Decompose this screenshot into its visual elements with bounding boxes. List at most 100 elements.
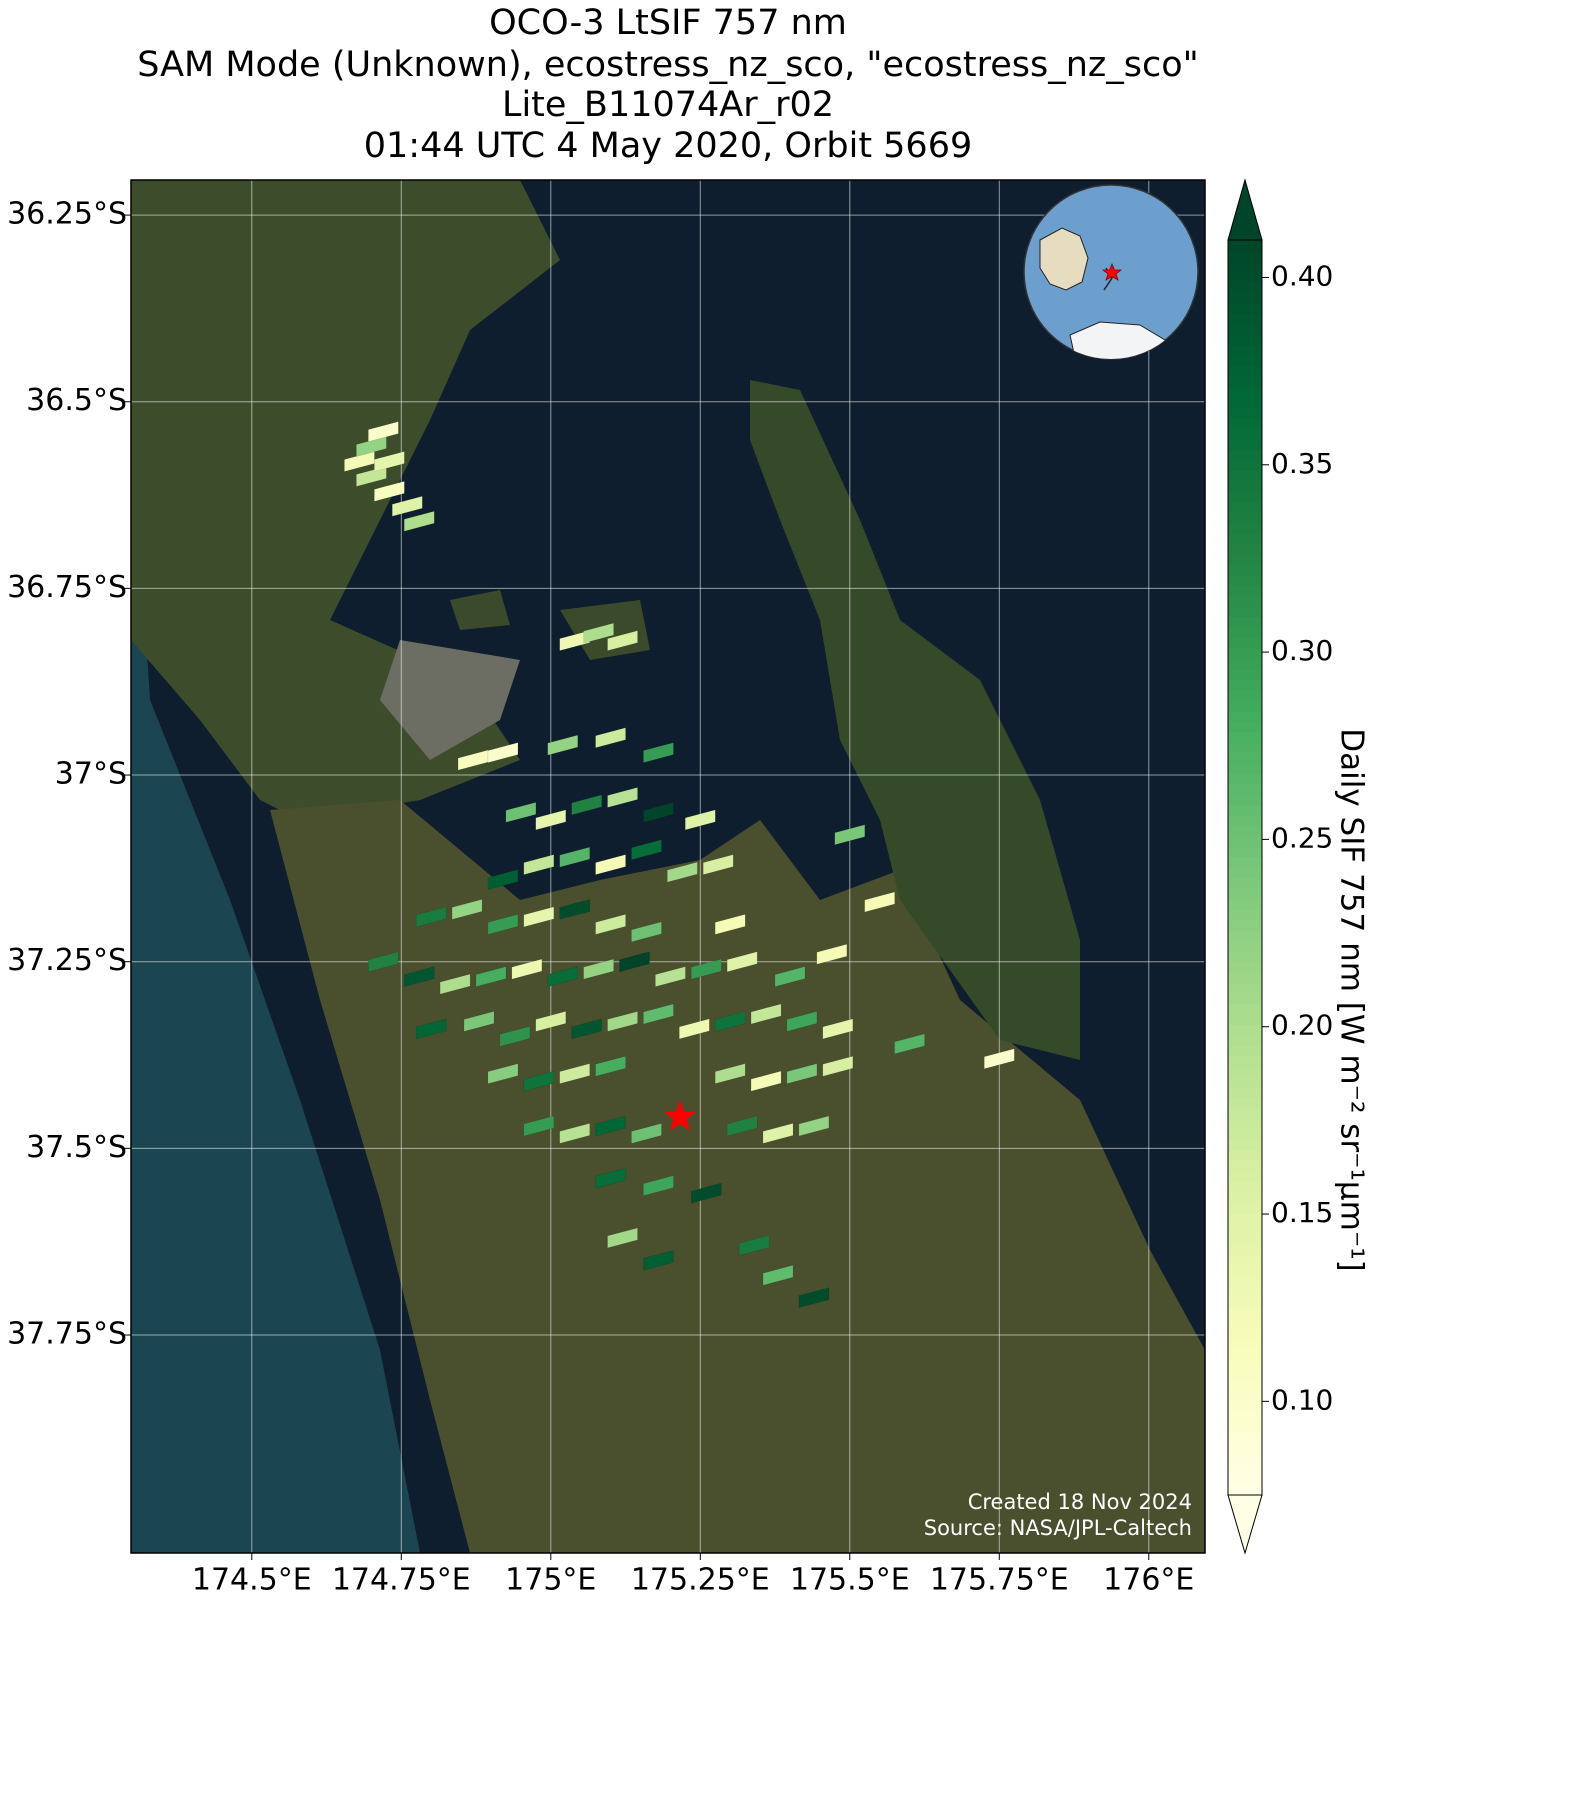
colorbar-band — [1228, 1181, 1262, 1193]
y-tick-label: 37.75°S — [7, 1316, 127, 1351]
sounding-cell — [798, 1115, 830, 1137]
y-tick-label: 36.75°S — [7, 570, 127, 605]
sounding-cell — [559, 1063, 590, 1085]
colorbar-band — [1228, 1212, 1262, 1224]
sounding-cell — [547, 734, 579, 756]
sounding-cell — [415, 906, 447, 928]
sounding-cell — [631, 921, 662, 943]
sounding-cell — [451, 899, 483, 920]
colorbar-band — [1228, 825, 1262, 837]
sounding-cell — [595, 914, 626, 935]
sounding-cell — [571, 794, 602, 816]
sounding-cell — [774, 966, 806, 987]
colorbar-band — [1228, 700, 1262, 712]
sounding-cell — [511, 958, 543, 980]
colorbar-band — [1228, 742, 1262, 754]
sounding-cell — [643, 742, 674, 763]
colorbar-tick-label: 0.35 — [1271, 447, 1333, 480]
sounding-cell — [607, 1011, 638, 1032]
colorbar-band — [1228, 292, 1262, 304]
colorbar-band — [1228, 313, 1262, 325]
colorbar-band — [1228, 1045, 1262, 1057]
urban-area — [380, 640, 520, 760]
sounding-cell — [631, 1123, 662, 1144]
colorbar-band — [1228, 1087, 1262, 1099]
sounding-cell — [571, 1018, 602, 1040]
colorbar-band — [1228, 1034, 1262, 1046]
sounding-cell — [714, 1063, 746, 1085]
x-tick-label: 174.5°E — [192, 1563, 312, 1598]
colorbar-band — [1228, 888, 1262, 900]
colorbar-band — [1228, 1348, 1262, 1360]
map-frame — [130, 179, 1206, 1554]
australia — [1039, 227, 1089, 291]
sounding-cell — [864, 891, 895, 913]
colorbar-band — [1228, 721, 1262, 733]
sounding-cell — [487, 869, 519, 890]
grid — [131, 180, 1205, 1553]
colorbar-band — [1228, 511, 1262, 523]
colorbar-band — [1228, 355, 1262, 367]
colorbar-band — [1228, 637, 1262, 649]
title: SAM Mode (Unknown), ecostress_nz_sco, "e… — [137, 45, 1199, 85]
sounding-cell — [631, 839, 662, 861]
colorbar-band — [1228, 857, 1262, 869]
colorbar-band — [1228, 773, 1262, 785]
colorbar-band — [1228, 386, 1262, 398]
colorbar-band — [1228, 595, 1262, 607]
sounding-cell — [762, 1123, 794, 1144]
inset-globe — [1023, 184, 1199, 360]
colorbar-tick-label: 0.10 — [1271, 1383, 1333, 1416]
sounding-cell — [607, 1227, 638, 1249]
colorbar-band — [1228, 1066, 1262, 1078]
colorbar-tick-label: 0.20 — [1271, 1009, 1333, 1042]
colorbar-band — [1228, 930, 1262, 942]
colorbar-band — [1228, 815, 1262, 827]
colorbar-band — [1228, 689, 1262, 701]
colorbar-band — [1228, 281, 1262, 293]
colorbar-band — [1228, 1306, 1262, 1318]
sounding-cell — [559, 899, 590, 920]
land — [750, 380, 1080, 1060]
colorbar-tick-label: 0.15 — [1271, 1196, 1333, 1229]
sounding-cell — [403, 966, 435, 987]
title: OCO-3 LtSIF 757 nm — [489, 3, 847, 43]
sounding-cell — [643, 1175, 674, 1196]
colorbar-band — [1228, 344, 1262, 356]
sounding-cell — [691, 958, 722, 980]
sounding-cell — [547, 966, 579, 987]
sounding-cell — [750, 1070, 782, 1092]
sounding-cell — [726, 1115, 758, 1137]
colorbar-band — [1228, 260, 1262, 272]
colorbar-band — [1228, 898, 1262, 910]
sounding-cell — [714, 914, 746, 935]
colorbar-band — [1228, 1223, 1262, 1235]
annotation: Source: NASA/JPL-Caltech — [924, 1516, 1192, 1540]
x-tick-label: 175.25°E — [631, 1563, 770, 1598]
colorbar-band — [1228, 1139, 1262, 1151]
sounding-cell — [368, 421, 399, 442]
colorbar-band — [1228, 616, 1262, 628]
sounding-cell — [595, 1167, 626, 1189]
y-tick-label: 36.5°S — [26, 383, 127, 418]
x-tick-label: 176°E — [1103, 1563, 1194, 1598]
colorbar-band — [1228, 1118, 1262, 1130]
colorbar-band — [1228, 1108, 1262, 1120]
sounding-cell — [607, 630, 638, 651]
sounding-cell — [595, 1055, 626, 1077]
colorbar-band — [1228, 375, 1262, 388]
colorbar-band — [1228, 1003, 1262, 1015]
sounding-cell — [816, 943, 848, 965]
colorbar-band — [1228, 1411, 1262, 1423]
sounding-cell — [595, 854, 626, 875]
colorbar-band — [1228, 658, 1262, 670]
colorbar-band — [1228, 668, 1262, 680]
colorbar-band — [1228, 1442, 1262, 1454]
colorbar-band — [1228, 334, 1262, 346]
colorbar-band — [1228, 762, 1262, 774]
sounding-cell — [762, 1264, 794, 1286]
title-block: OCO-3 LtSIF 757 nm SAM Mode (Unknown), e… — [137, 3, 1199, 166]
sounding-cell — [559, 846, 590, 868]
sounding-cell — [523, 1070, 555, 1092]
sounding-cell — [679, 1018, 710, 1040]
